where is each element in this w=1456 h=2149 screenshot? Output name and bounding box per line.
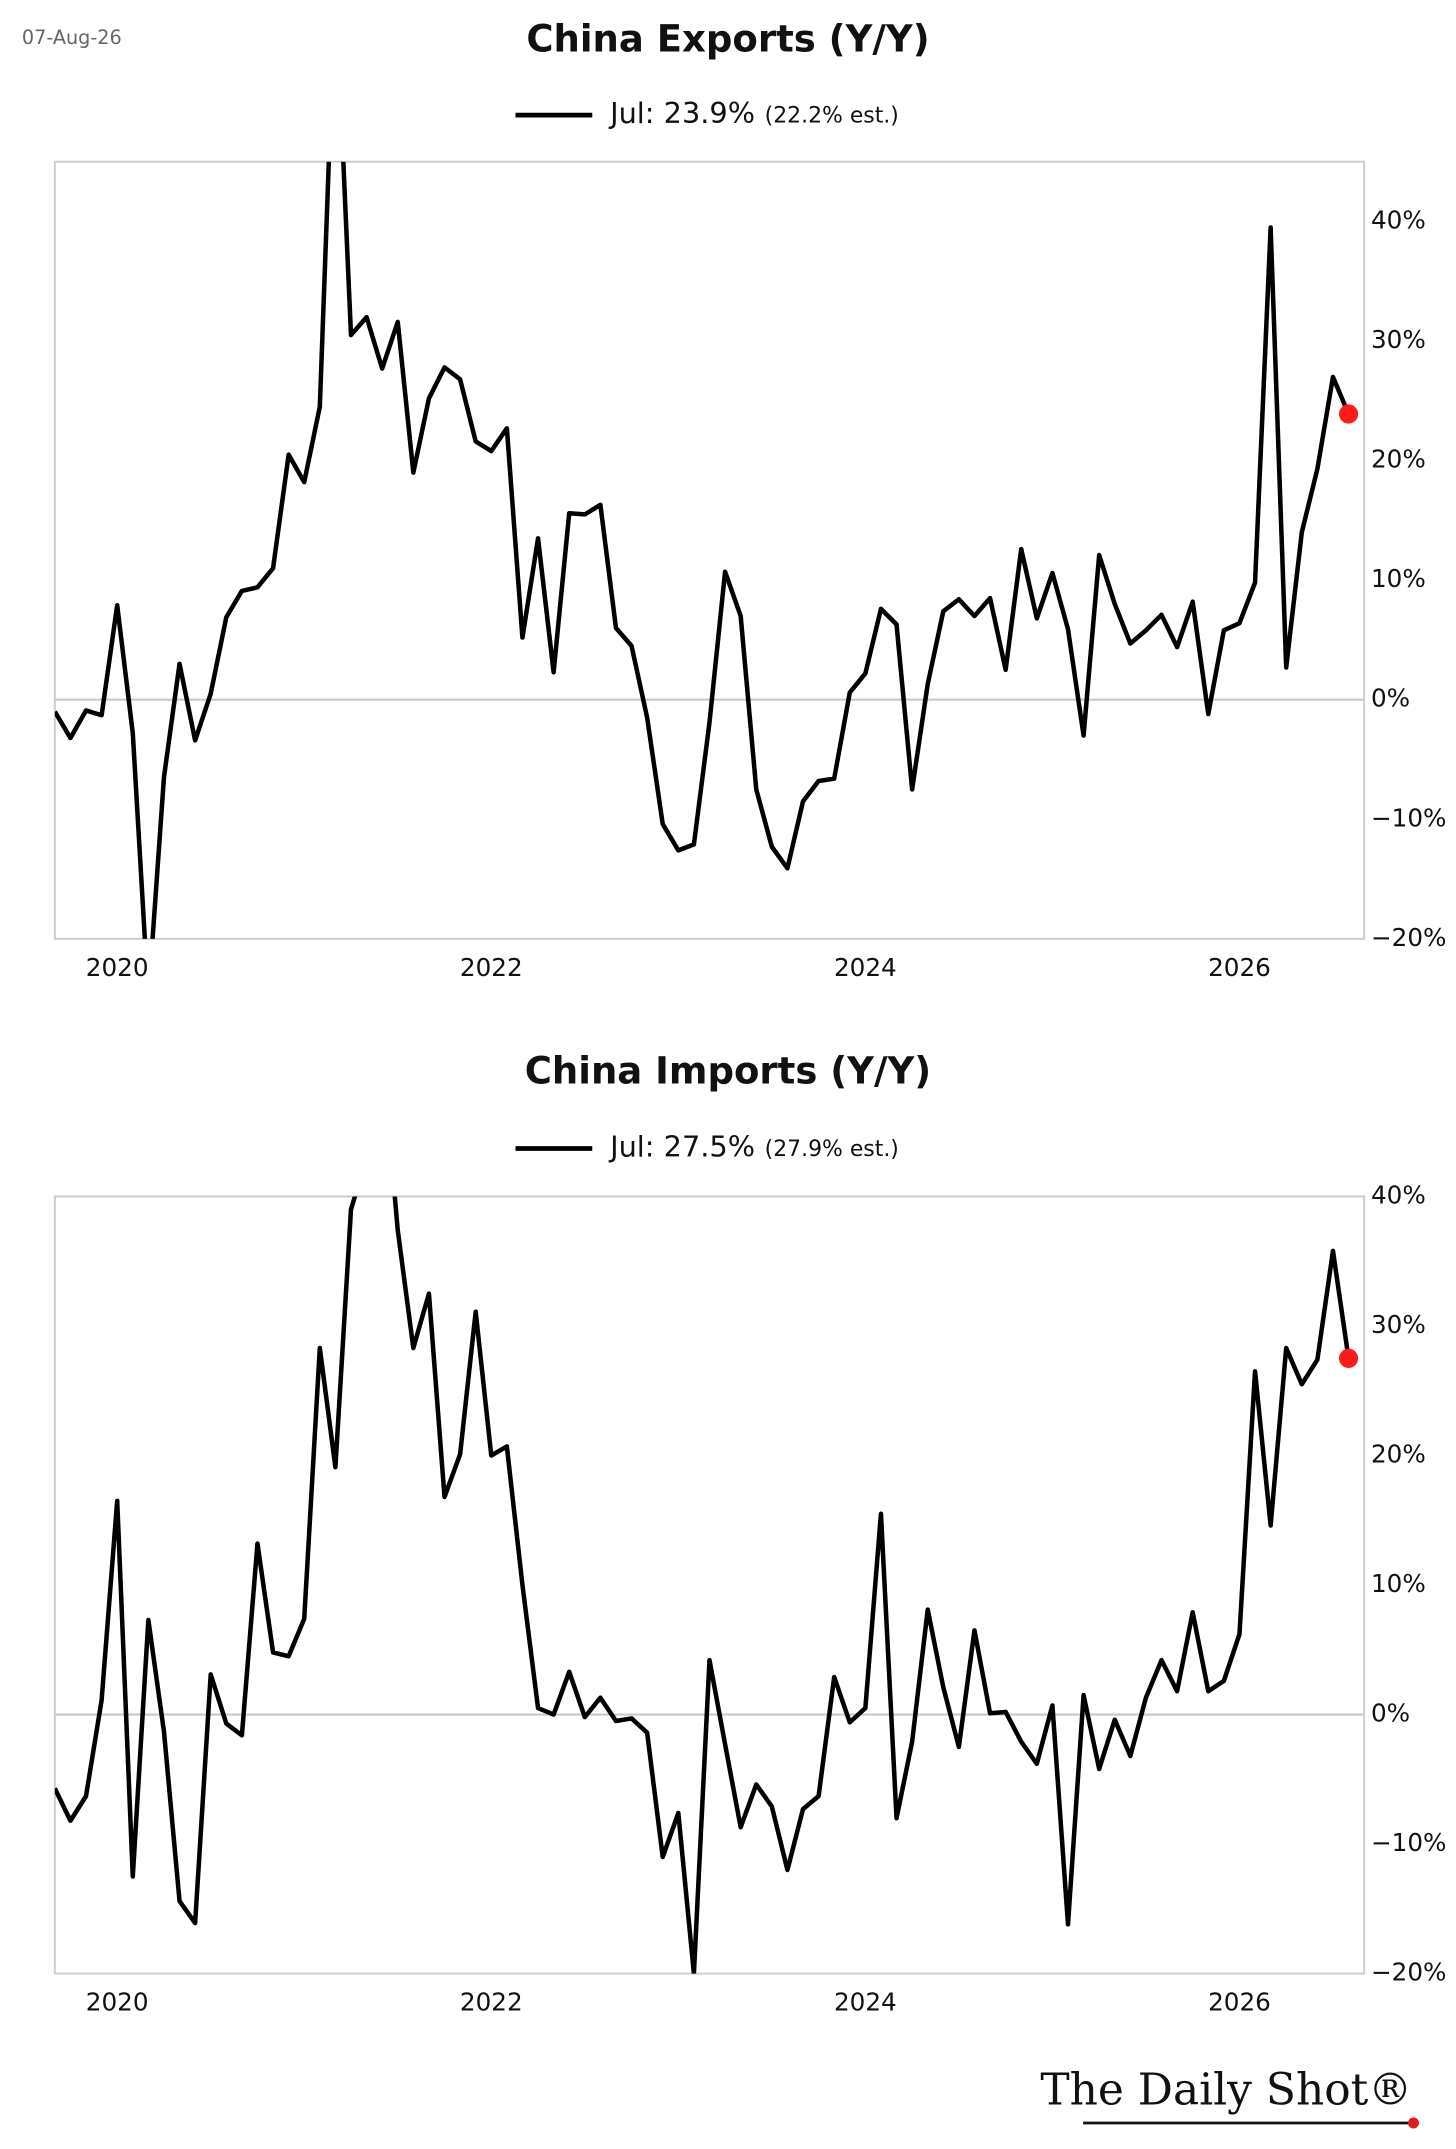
y-tick-label: 40% (1371, 1180, 1426, 1209)
y-tick-label: 20% (1371, 1440, 1426, 1469)
x-tick-label: 2020 (86, 953, 149, 982)
legend-estimate: (22.2% est.) (765, 103, 899, 128)
y-tick-label: 20% (1371, 445, 1426, 474)
last-point (1338, 1348, 1359, 1368)
series-line (54, 161, 1351, 939)
x-tick-label: 2020 (86, 1988, 149, 2017)
y-tick-label: −20% (1371, 1958, 1446, 1987)
y-tick-label: −10% (1371, 803, 1446, 832)
x-tick-label: 2022 (460, 953, 523, 982)
series-line (54, 1196, 1351, 1974)
x-tick-label: 2026 (1208, 953, 1271, 982)
y-tick-label: −20% (1371, 923, 1446, 952)
plot-frame (53, 160, 1366, 940)
y-tick-label: −10% (1371, 1828, 1446, 1857)
x-tick-label: 2026 (1208, 1988, 1271, 2017)
legend-label: Jul: 23.9% (608, 96, 755, 130)
legend-estimate: (27.9% est.) (765, 1137, 899, 1162)
date: 07-Aug-26 (22, 26, 122, 49)
last-point (1338, 404, 1359, 424)
x-tick-label: 2024 (834, 953, 897, 982)
y-tick-label: 30% (1371, 1310, 1426, 1339)
x-tick-label: 2022 (460, 1988, 523, 2017)
y-tick-label: 10% (1371, 1569, 1426, 1598)
y-tick-label: 40% (1371, 206, 1426, 235)
x-tick-label: 2024 (834, 1988, 897, 2017)
footer-dot (1408, 2117, 1419, 2129)
chart-title: China Imports (Y/Y) (525, 1050, 931, 1093)
y-tick-label: 0% (1371, 684, 1410, 713)
chart-title: China Exports (Y/Y) (526, 18, 929, 61)
plot-frame (53, 1195, 1366, 1975)
footer-logo: The Daily Shot® (1040, 2064, 1412, 2115)
legend-label: Jul: 27.5% (608, 1130, 755, 1164)
y-tick-label: 0% (1371, 1699, 1410, 1728)
y-tick-label: 10% (1371, 564, 1426, 593)
y-tick-label: 30% (1371, 325, 1426, 354)
